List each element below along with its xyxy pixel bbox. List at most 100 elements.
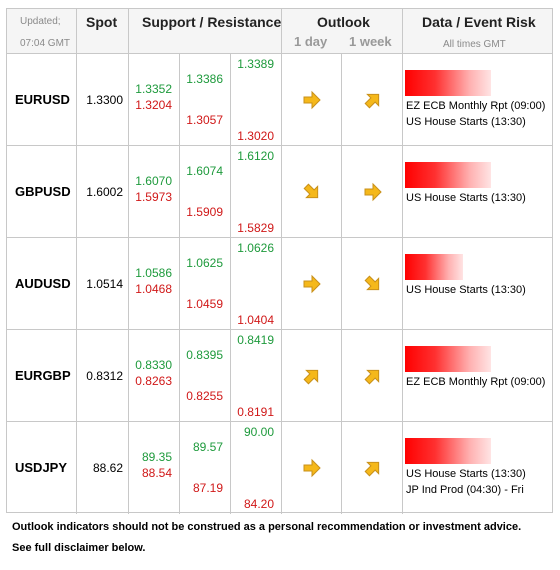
spot-price: 1.3300 [86,93,123,107]
header-times-gmt: All times GMT [443,39,506,50]
table-row: 1.6002 GBPUSD 1.6070 1.5973 1.6074 1.5909 1.61… [7,146,552,238]
currency-pair: AUDUSD [15,276,71,291]
spot-cell: 1.6002 [77,146,129,237]
support-level-3: 1.5829 [237,221,274,235]
outlook-1day-cell [282,422,342,514]
header-data-event-risk: Data / Event Risk [422,14,536,30]
table-row: 88.62 USDJPY 89.35 88.54 89.57 87.19 90.00 84.2… [7,422,552,514]
event-risk-bar [405,346,491,372]
updated-time: 07:04 GMT [20,38,71,49]
resistance-level-3: 90.00 [243,425,274,439]
outlook-1week-cell [342,238,403,329]
sr-level-2-cell: 1.3386 1.3057 [180,54,231,145]
event-risk-cell: EZ ECB Monthly Rpt (09:00) US House Start… [403,54,552,145]
event-risk-cell: EZ ECB Monthly Rpt (09:00) [403,330,552,421]
resistance-level-1: 0.8330 [135,358,172,372]
support-level-3: 0.8191 [237,405,274,419]
pair-cell: EURGBP [7,330,77,421]
resistance-level-3: 1.3389 [237,57,274,71]
event-item: US House Starts (13:30) [406,284,526,296]
event-item: US House Starts (13:30) [406,468,526,480]
sr-level-1-cell: 1.6070 1.5973 [129,146,180,237]
sr-level-2-cell: 0.8395 0.8255 [180,330,231,421]
spot-cell: 1.3300 [77,54,129,145]
resistance-level-1: 1.3352 [135,82,172,96]
pair-cell: GBPUSD [7,146,77,237]
sr-level-1-cell: 1.3352 1.3204 [129,54,180,145]
support-level-2: 87.19 [192,481,223,495]
resistance-level-2: 1.6074 [186,164,223,178]
currency-pair: GBPUSD [15,184,71,199]
resistance-level-2: 1.3386 [186,72,223,86]
resistance-level-2: 1.0625 [186,256,223,270]
resistance-level-3: 0.8419 [237,333,274,347]
support-level-3: 1.0404 [237,313,274,327]
header-sr-cell: Support / Resistance [129,9,282,53]
header-updated-cell: Updated; 07:04 GMT [7,9,77,53]
header-outlook: Outlook [317,14,370,30]
pair-cell: AUDUSD [7,238,77,329]
event-risk-cell: US House Starts (13:30) [403,146,552,237]
header-support-resistance: Support / Resistance [142,14,282,30]
sr-level-3-cell: 1.0626 1.0404 [231,238,282,329]
outlook-1week-arrow-icon [362,181,384,203]
support-level-2: 1.0459 [186,297,223,311]
outlook-1week-arrow-icon [362,457,384,479]
resistance-level-3: 1.6120 [237,149,274,163]
currency-pair: USDJPY [15,460,68,475]
sr-level-2-cell: 89.57 87.19 [180,422,231,514]
outlook-1week-cell [342,146,403,237]
disclaimer-line-2: See full disclaimer below. [12,542,146,554]
header-spot-cell: Spot [77,9,129,53]
event-risk-bar [405,162,491,188]
event-item: US House Starts (13:30) [406,192,526,204]
table-row: 1.3300 EURUSD 1.3352 1.3204 1.3386 1.3057 1.33… [7,54,552,146]
outlook-1day-cell [282,238,342,329]
currency-pair: EURGBP [15,368,71,383]
sr-level-1-cell: 1.0586 1.0468 [129,238,180,329]
resistance-level-1: 1.0586 [135,266,172,280]
updated-label: Updated; [20,16,61,27]
sr-level-3-cell: 0.8419 0.8191 [231,330,282,421]
outlook-1day-arrow-icon [301,365,323,387]
sr-level-1-cell: 0.8330 0.8263 [129,330,180,421]
event-item: JP Ind Prod (04:30) - Fri [406,484,524,496]
pair-cell: EURUSD [7,54,77,145]
support-level-2: 1.5909 [186,205,223,219]
outlook-1day-arrow-icon [301,273,323,295]
header-spot: Spot [86,14,118,30]
outlook-1week-cell [342,422,403,514]
outlook-1day-arrow-icon [301,89,323,111]
support-level-1: 1.5973 [135,190,172,204]
sr-level-3-cell: 1.6120 1.5829 [231,146,282,237]
support-level-1: 1.3204 [135,98,172,112]
table-row: 1.0514 AUDUSD 1.0586 1.0468 1.0625 1.0459 1.06… [7,238,552,330]
spot-cell: 88.62 [77,422,129,514]
outlook-1week-cell [342,54,403,145]
header-divider [7,53,552,54]
header-outlook-1day: 1 day [294,34,328,49]
outlook-1week-cell [342,330,403,421]
event-item: US House Starts (13:30) [406,116,526,128]
event-item: EZ ECB Monthly Rpt (09:00) [406,376,546,388]
spot-price: 88.62 [92,461,123,475]
support-level-2: 1.3057 [186,113,223,127]
support-level-3: 84.20 [243,497,274,511]
resistance-level-1: 89.35 [141,450,172,464]
outlook-1week-arrow-icon [362,365,384,387]
outlook-1day-arrow-icon [301,457,323,479]
sr-level-3-cell: 1.3389 1.3020 [231,54,282,145]
spot-price: 0.8312 [86,369,123,383]
resistance-level-2: 0.8395 [186,348,223,362]
event-risk-bar [405,254,463,280]
spot-price: 1.6002 [86,185,123,199]
support-level-1: 88.54 [141,466,172,480]
resistance-level-1: 1.6070 [135,174,172,188]
pair-cell: USDJPY [7,422,77,514]
outlook-1week-arrow-icon [362,89,384,111]
event-risk-cell: US House Starts (13:30) [403,238,552,329]
outlook-1day-cell [282,330,342,421]
outlook-1day-cell [282,146,342,237]
spot-price: 1.0514 [86,277,123,291]
support-level-1: 1.0468 [135,282,172,296]
